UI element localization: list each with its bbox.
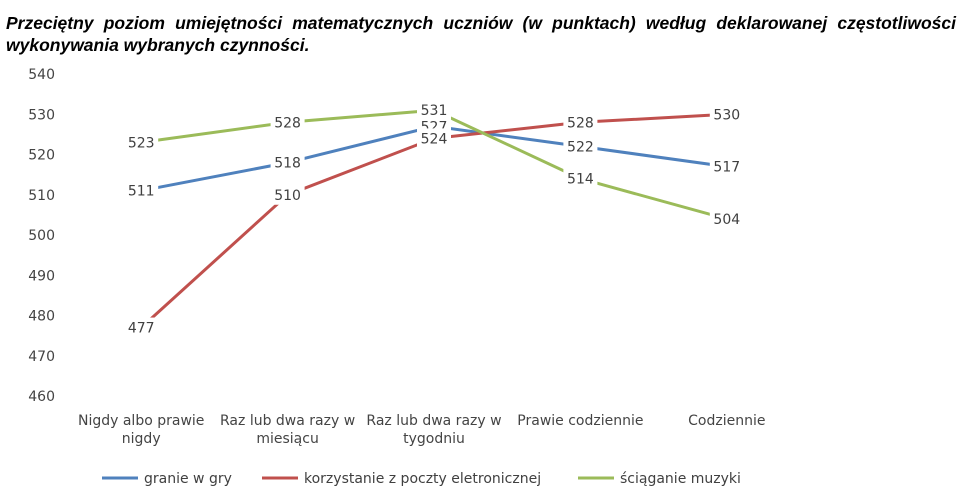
data-label: 518 [270,152,305,173]
x-tick-label: Raz lub dwa razy w miesiącu [220,413,355,447]
svg-text:523: 523 [128,135,155,151]
legend-item-poczta: korzystanie z poczty eletronicznej [262,471,541,487]
y-tick-label: 460 [28,389,55,405]
svg-text:524: 524 [421,131,448,147]
y-tick-label: 490 [28,268,55,284]
legend-label: korzystanie z poczty eletronicznej [304,471,541,487]
data-label: 511 [124,180,159,201]
data-label: 477 [124,317,159,338]
chart-title: Przeciętny poziom umiejętności matematyc… [6,13,956,55]
y-tick-label: 480 [28,309,55,325]
svg-text:504: 504 [713,212,740,228]
y-tick-label: 520 [28,148,55,164]
legend-item-granie: granie w gry [102,471,232,487]
data-label: 528 [270,112,305,133]
legend: granie w gry korzystanie z poczty eletron… [102,471,741,487]
svg-text:530: 530 [713,107,740,123]
legend-item-muzyka: ściąganie muzyki [578,471,741,487]
y-tick-label: 470 [28,349,55,365]
data-label: 528 [563,112,598,133]
data-label: 531 [417,100,451,121]
data-label: 523 [124,132,159,153]
x-tick-label: Codziennie [688,413,765,429]
svg-text:528: 528 [274,115,301,131]
y-axis: 460 470 480 490 500 510 520 530 540 [28,67,55,405]
data-label: 524 [417,128,451,149]
svg-text:528: 528 [567,115,594,131]
data-label: 522 [563,136,598,157]
y-tick-label: 540 [28,67,55,83]
svg-text:477: 477 [128,321,155,337]
y-tick-label: 530 [28,107,55,123]
x-tick-label: Prawie codziennie [517,413,643,429]
y-tick-label: 500 [28,228,55,244]
x-axis: Nigdy albo prawie nigdy Raz lub dwa razy w… [78,413,765,447]
legend-label: granie w gry [144,471,232,487]
svg-text:517: 517 [713,160,740,176]
x-tick-label: Raz lub dwa razy w tygodniu [366,413,501,447]
x-tick-label: Nigdy albo prawie nigdy [78,413,204,447]
data-label: 504 [709,208,744,229]
svg-text:510: 510 [274,188,301,204]
data-label: 514 [563,168,598,189]
legend-label: ściąganie muzyki [620,471,741,487]
data-label: 510 [270,184,305,205]
svg-text:518: 518 [274,156,301,172]
svg-text:531: 531 [421,103,448,119]
svg-text:511: 511 [128,184,155,200]
svg-text:522: 522 [567,139,594,155]
svg-text:514: 514 [567,172,594,188]
data-label: 517 [709,156,744,177]
data-label: 530 [709,104,744,125]
y-tick-label: 510 [28,188,55,204]
data-labels: 5115185275225174775105245285305235285315… [124,100,744,338]
